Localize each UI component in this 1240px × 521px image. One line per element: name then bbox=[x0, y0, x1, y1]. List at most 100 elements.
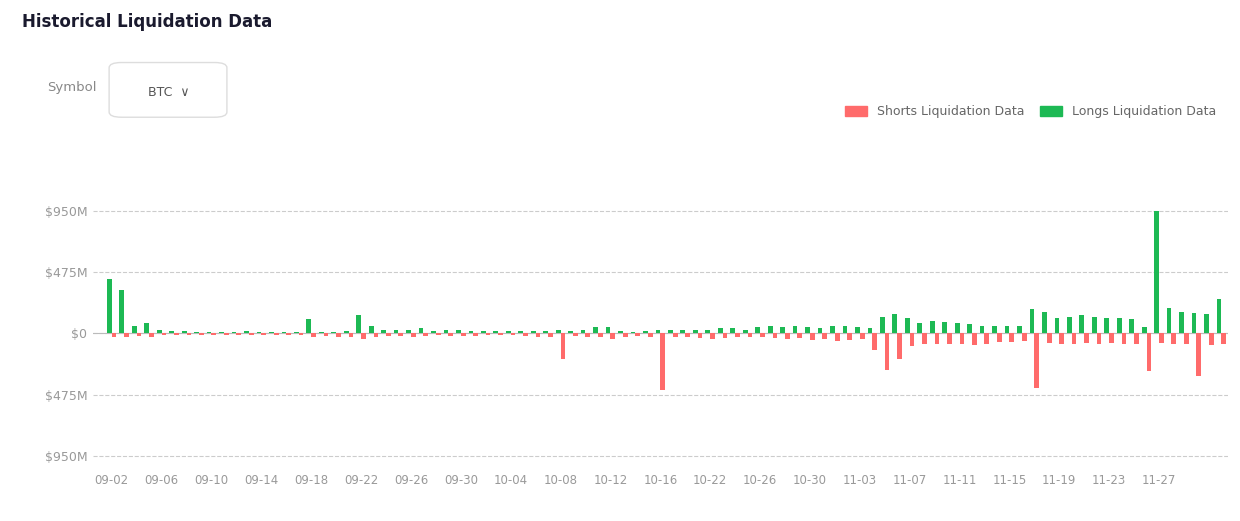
Bar bbox=[711, 333, 715, 339]
Bar bbox=[585, 333, 590, 337]
Bar bbox=[647, 333, 652, 337]
Bar bbox=[1092, 317, 1096, 333]
Bar bbox=[805, 327, 810, 333]
Bar bbox=[1142, 327, 1147, 333]
Bar bbox=[124, 333, 129, 337]
Bar bbox=[810, 333, 815, 340]
Bar bbox=[1096, 333, 1101, 344]
Bar bbox=[461, 333, 465, 336]
Bar bbox=[743, 330, 748, 333]
Bar bbox=[518, 331, 523, 333]
Bar bbox=[548, 333, 553, 337]
Bar bbox=[1105, 318, 1109, 333]
Bar bbox=[955, 323, 960, 333]
Bar bbox=[232, 331, 237, 333]
Bar bbox=[131, 326, 136, 333]
Bar bbox=[294, 332, 299, 333]
Bar bbox=[718, 328, 723, 333]
Bar bbox=[494, 331, 498, 333]
Bar bbox=[1221, 333, 1226, 344]
Bar bbox=[560, 333, 565, 359]
Bar bbox=[1147, 333, 1151, 371]
Bar bbox=[1004, 326, 1009, 333]
Bar bbox=[198, 333, 203, 336]
Bar bbox=[1080, 315, 1084, 333]
Bar bbox=[972, 333, 977, 345]
Bar bbox=[182, 331, 186, 333]
Bar bbox=[773, 333, 777, 338]
Bar bbox=[149, 333, 154, 337]
Bar bbox=[1117, 318, 1122, 333]
Bar bbox=[760, 333, 765, 337]
Bar bbox=[249, 333, 254, 334]
Bar bbox=[1059, 333, 1064, 344]
Bar bbox=[343, 331, 348, 333]
Legend: Shorts Liquidation Data, Longs Liquidation Data: Shorts Liquidation Data, Longs Liquidati… bbox=[839, 100, 1221, 123]
Bar bbox=[797, 333, 802, 338]
Bar bbox=[449, 333, 453, 336]
Bar bbox=[212, 333, 216, 336]
Bar bbox=[856, 327, 859, 333]
Bar bbox=[644, 331, 647, 333]
Bar bbox=[368, 326, 373, 333]
Bar bbox=[1054, 318, 1059, 333]
Bar bbox=[1167, 307, 1172, 333]
Bar bbox=[306, 319, 311, 333]
Bar bbox=[1122, 333, 1126, 344]
Bar bbox=[1034, 333, 1039, 388]
Bar bbox=[1154, 211, 1159, 333]
Bar bbox=[698, 333, 702, 338]
Bar bbox=[207, 331, 212, 333]
Bar bbox=[859, 333, 864, 339]
Bar bbox=[985, 333, 990, 344]
Bar bbox=[531, 331, 536, 333]
Bar bbox=[942, 322, 947, 333]
Bar bbox=[768, 326, 773, 333]
Text: BTC  ∨: BTC ∨ bbox=[148, 85, 188, 98]
Bar bbox=[673, 333, 677, 337]
Bar bbox=[423, 333, 428, 336]
Bar bbox=[348, 333, 353, 337]
Bar bbox=[872, 333, 877, 350]
Bar bbox=[847, 333, 852, 340]
Bar bbox=[843, 326, 847, 333]
Bar bbox=[373, 333, 378, 337]
Bar bbox=[407, 330, 410, 333]
Bar bbox=[195, 331, 198, 333]
Bar bbox=[356, 315, 361, 333]
Bar bbox=[884, 333, 889, 369]
Bar bbox=[668, 330, 673, 333]
Bar bbox=[536, 333, 541, 337]
Bar bbox=[474, 333, 477, 336]
Bar bbox=[967, 325, 972, 333]
Bar bbox=[723, 333, 728, 338]
Bar bbox=[947, 333, 952, 344]
Bar bbox=[481, 331, 486, 333]
Bar bbox=[898, 333, 901, 359]
Bar bbox=[1172, 333, 1177, 344]
Bar bbox=[262, 333, 267, 334]
Bar bbox=[1159, 333, 1164, 343]
Bar bbox=[498, 333, 503, 336]
Bar bbox=[822, 333, 827, 339]
Bar bbox=[506, 331, 511, 333]
Bar bbox=[269, 331, 274, 333]
Bar bbox=[918, 323, 923, 333]
Bar bbox=[281, 332, 286, 333]
Bar bbox=[1022, 333, 1027, 341]
Bar bbox=[1135, 333, 1138, 344]
Bar bbox=[1192, 313, 1197, 333]
Bar bbox=[119, 290, 124, 333]
Bar bbox=[780, 327, 785, 333]
Bar bbox=[257, 332, 262, 333]
Bar bbox=[511, 333, 516, 336]
Bar bbox=[792, 326, 797, 333]
Bar bbox=[755, 327, 760, 333]
Bar bbox=[410, 333, 415, 337]
Bar bbox=[1179, 312, 1184, 333]
Bar bbox=[331, 332, 336, 333]
Bar bbox=[237, 333, 241, 336]
Bar bbox=[868, 328, 872, 333]
Bar bbox=[817, 328, 822, 333]
Bar bbox=[381, 330, 386, 333]
